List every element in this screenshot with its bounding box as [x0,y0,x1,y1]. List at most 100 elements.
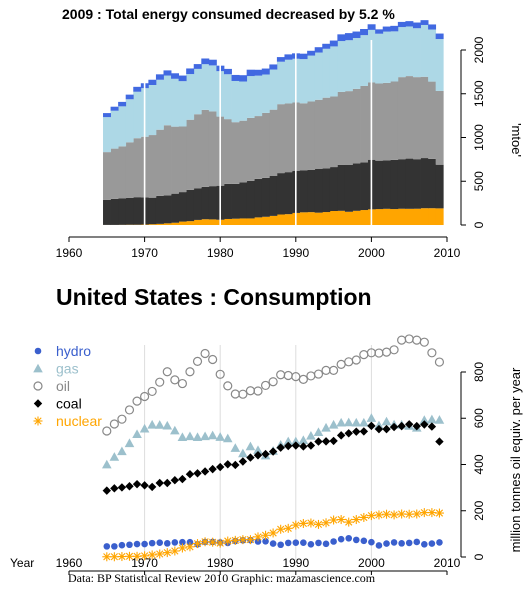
area-segment-hydro [163,70,172,76]
area-segment-gas [110,110,119,149]
point-oil [374,348,384,358]
area-segment-oil [269,109,278,176]
point-coal [253,451,263,460]
point-gas [139,423,150,433]
point-oil [102,426,112,436]
point-coal [178,474,187,484]
point-nuclear [374,510,384,520]
point-oil [230,389,240,399]
area-segment-gas [397,27,406,78]
area-segment-coal [284,172,293,215]
point-oil [427,348,437,358]
point-gas [245,441,256,451]
point-oil [283,370,293,381]
area-segment-gas [405,26,414,77]
area-segment-gas [155,79,164,130]
x-tick-label: 2000 [358,246,385,260]
point-hydro [284,539,292,547]
area-segment-coal [412,159,421,209]
area-segment-oil [133,138,142,198]
area-segment-nuclear [284,214,293,225]
x-tick-label: 1980 [207,556,234,570]
area-segment-gas [163,75,172,126]
point-oil [298,374,308,384]
area-segment-oil [178,126,187,193]
point-nuclear [170,546,180,556]
point-nuclear [404,509,414,519]
point-oil [132,396,142,406]
legend-marker-coal [33,399,43,408]
point-coal [268,447,278,456]
point-coal [367,421,376,431]
point-oil [170,375,180,385]
point-oil [208,354,218,365]
point-coal [299,442,308,451]
area-segment-coal [329,167,338,211]
point-coal [321,437,331,446]
point-nuclear [306,518,316,528]
point-oil [117,414,127,424]
point-coal [231,460,240,470]
area-segment-nuclear [201,219,210,225]
point-coal [435,437,444,446]
point-coal [389,422,399,432]
point-hydro [421,540,428,548]
area-segment-hydro [201,58,210,65]
point-nuclear [276,524,286,534]
area-segment-oil [171,126,180,194]
point-hydro [186,538,194,546]
area-segment-oil [239,120,248,183]
area-segment-gas [239,81,248,121]
point-hydro [171,539,179,546]
point-oil [238,389,248,399]
point-gas [306,431,316,440]
point-nuclear [200,537,210,547]
point-nuclear [177,543,187,553]
area-segment-coal [155,195,164,224]
area-segment-oil [405,76,414,159]
area-segment-nuclear [254,217,263,225]
area-segment-nuclear [405,208,414,225]
y-tick-label: 200 [472,500,486,520]
area-segment-oil [163,125,172,196]
area-segment-coal [133,197,142,225]
area-segment-oil [155,129,164,196]
point-nuclear [245,535,255,545]
y-axis-label: million tonnes oil equiv. per year [508,367,523,552]
point-nuclear [102,552,112,562]
y-tick-label: 0 [472,221,486,228]
point-coal [246,453,255,462]
area-segment-oil [435,90,444,165]
point-coal [170,476,180,485]
area-segment-coal [261,177,270,217]
point-gas [215,432,225,441]
point-coal [132,479,142,489]
point-oil [389,345,399,355]
area-segment-oil [382,82,391,161]
area-segment-coal [352,163,361,211]
area-segment-oil [208,111,217,187]
x-tick-label: 1960 [56,556,83,570]
point-oil [344,357,354,367]
area-segment-gas [223,74,232,120]
area-segment-coal [420,158,429,209]
point-hydro [428,540,436,547]
area-segment-nuclear [246,218,255,225]
point-coal [412,421,421,431]
area-segment-nuclear [276,214,285,225]
point-coal [147,482,157,492]
area-segment-hydro [344,33,353,41]
point-coal [427,422,437,431]
point-nuclear [382,509,392,519]
area-segment-hydro [314,47,323,53]
area-segment-oil [397,77,406,160]
area-segment-oil [337,91,346,165]
area-segment-hydro [103,113,111,118]
area-segment-coal [337,164,346,211]
point-hydro [133,540,141,548]
area-segment-gas [246,76,255,118]
x-tick-label: 1990 [282,556,309,570]
y-tick-label: 400 [472,454,486,474]
point-gas [427,414,437,424]
